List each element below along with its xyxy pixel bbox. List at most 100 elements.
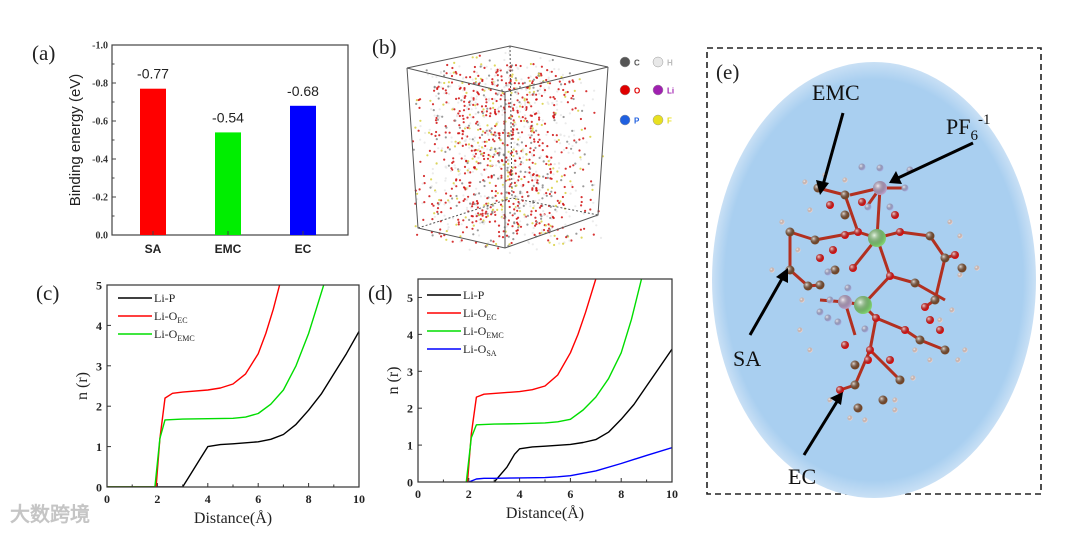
- atom-highlight: [940, 345, 950, 355]
- atom-dot: [451, 66, 454, 70]
- atom-dot: [489, 239, 492, 242]
- atom-dot: [480, 105, 484, 108]
- atom-dot: [430, 178, 433, 181]
- atom-dot: [501, 183, 504, 186]
- atom-dot: [450, 140, 453, 143]
- atom-dot: [418, 188, 421, 191]
- atom-dot: [553, 67, 556, 71]
- atom-dot: [509, 211, 512, 214]
- atom-dot: [534, 216, 537, 219]
- atom-dot: [449, 207, 452, 210]
- atom-dot: [559, 142, 562, 145]
- atom-dot: [554, 204, 558, 207]
- atom-dot: [472, 233, 475, 236]
- x-tick-label: EMC: [215, 242, 242, 256]
- atom-dot: [516, 195, 519, 198]
- atom-dot: [489, 164, 492, 167]
- atom-dot: [517, 131, 520, 135]
- atom-dot: [513, 82, 516, 85]
- atom-dot: [593, 111, 596, 114]
- atom-dot: [592, 233, 595, 236]
- atom-dot: [574, 189, 577, 192]
- atom-dot: [476, 120, 479, 123]
- atom-dot: [521, 116, 524, 119]
- atom-dot: [472, 166, 476, 169]
- atom-dot: [476, 141, 480, 144]
- atom-dot: [533, 101, 537, 104]
- atom-dot: [523, 97, 526, 100]
- atom-dot: [468, 146, 471, 149]
- atom-dot: [557, 88, 560, 91]
- atom-dot: [546, 215, 549, 218]
- atom-dot: [419, 125, 422, 128]
- atom-dot: [496, 208, 499, 211]
- atom-dot: [519, 102, 523, 105]
- element-h-swatch: [652, 56, 664, 68]
- y-tick-label: -0.6: [92, 117, 108, 128]
- atom-dot: [479, 195, 482, 198]
- atom-dot: [433, 143, 436, 146]
- atom-dot: [550, 190, 553, 193]
- atom-dot: [563, 83, 567, 86]
- atom-dot: [498, 235, 501, 238]
- atom-dot: [485, 101, 488, 104]
- legend-label: Li-OEMC: [463, 324, 504, 340]
- atom-highlight: [847, 415, 853, 421]
- atom-dot: [433, 86, 436, 89]
- atom-dot: [508, 159, 511, 162]
- atom-dot: [494, 69, 497, 72]
- atom-dot: [426, 154, 429, 157]
- atom-dot: [471, 205, 474, 208]
- atom-dot: [462, 95, 465, 98]
- atom-dot: [542, 228, 546, 232]
- atom-dot: [525, 153, 528, 156]
- atom-dot: [540, 94, 544, 97]
- atom-dot: [593, 183, 596, 186]
- atom-dot: [502, 196, 505, 199]
- atom-dot: [431, 202, 434, 206]
- atom-dot: [505, 196, 508, 199]
- atom-dot: [485, 244, 489, 247]
- atom-dot: [522, 204, 525, 207]
- atom-dot: [498, 92, 501, 95]
- atom-dot: [555, 121, 558, 125]
- atom-dot: [481, 212, 484, 215]
- atom-dot: [528, 91, 531, 94]
- atom-dot: [437, 212, 440, 215]
- atom-dot: [482, 94, 485, 97]
- atom-highlight: [830, 265, 840, 275]
- atom-dot: [435, 130, 438, 134]
- atom-dot: [419, 119, 422, 122]
- atom-dot: [532, 86, 535, 89]
- atom-dot: [489, 112, 492, 115]
- atom-dot: [564, 122, 567, 125]
- atom-dot: [548, 241, 551, 244]
- atom-dot: [579, 158, 583, 161]
- atom-dot: [467, 143, 471, 146]
- atom-dot: [424, 131, 427, 135]
- atom-dot: [449, 194, 452, 197]
- atom-dot: [482, 219, 485, 222]
- atom-dot: [474, 101, 477, 104]
- atom-dot: [559, 114, 563, 117]
- atom-dot: [581, 109, 584, 112]
- atom-dot: [526, 101, 530, 104]
- atom-dot: [560, 83, 563, 86]
- atom-dot: [546, 173, 549, 176]
- atom-highlight: [785, 227, 795, 237]
- atom-dot: [513, 163, 516, 166]
- atom-dot: [519, 117, 522, 120]
- atom-dot: [497, 106, 500, 109]
- arrow-heads: [776, 171, 902, 405]
- atom-dot: [591, 188, 594, 191]
- atom-dot: [538, 156, 541, 159]
- atom-dot: [458, 85, 461, 88]
- atom-dot: [591, 220, 595, 223]
- atom-dot: [458, 172, 462, 175]
- atom-dot: [484, 95, 487, 99]
- atom-dot: [486, 124, 489, 127]
- atom-dot: [555, 180, 559, 183]
- atom-dot: [438, 201, 441, 204]
- atom-dot: [469, 171, 472, 174]
- atom-dot: [563, 174, 566, 177]
